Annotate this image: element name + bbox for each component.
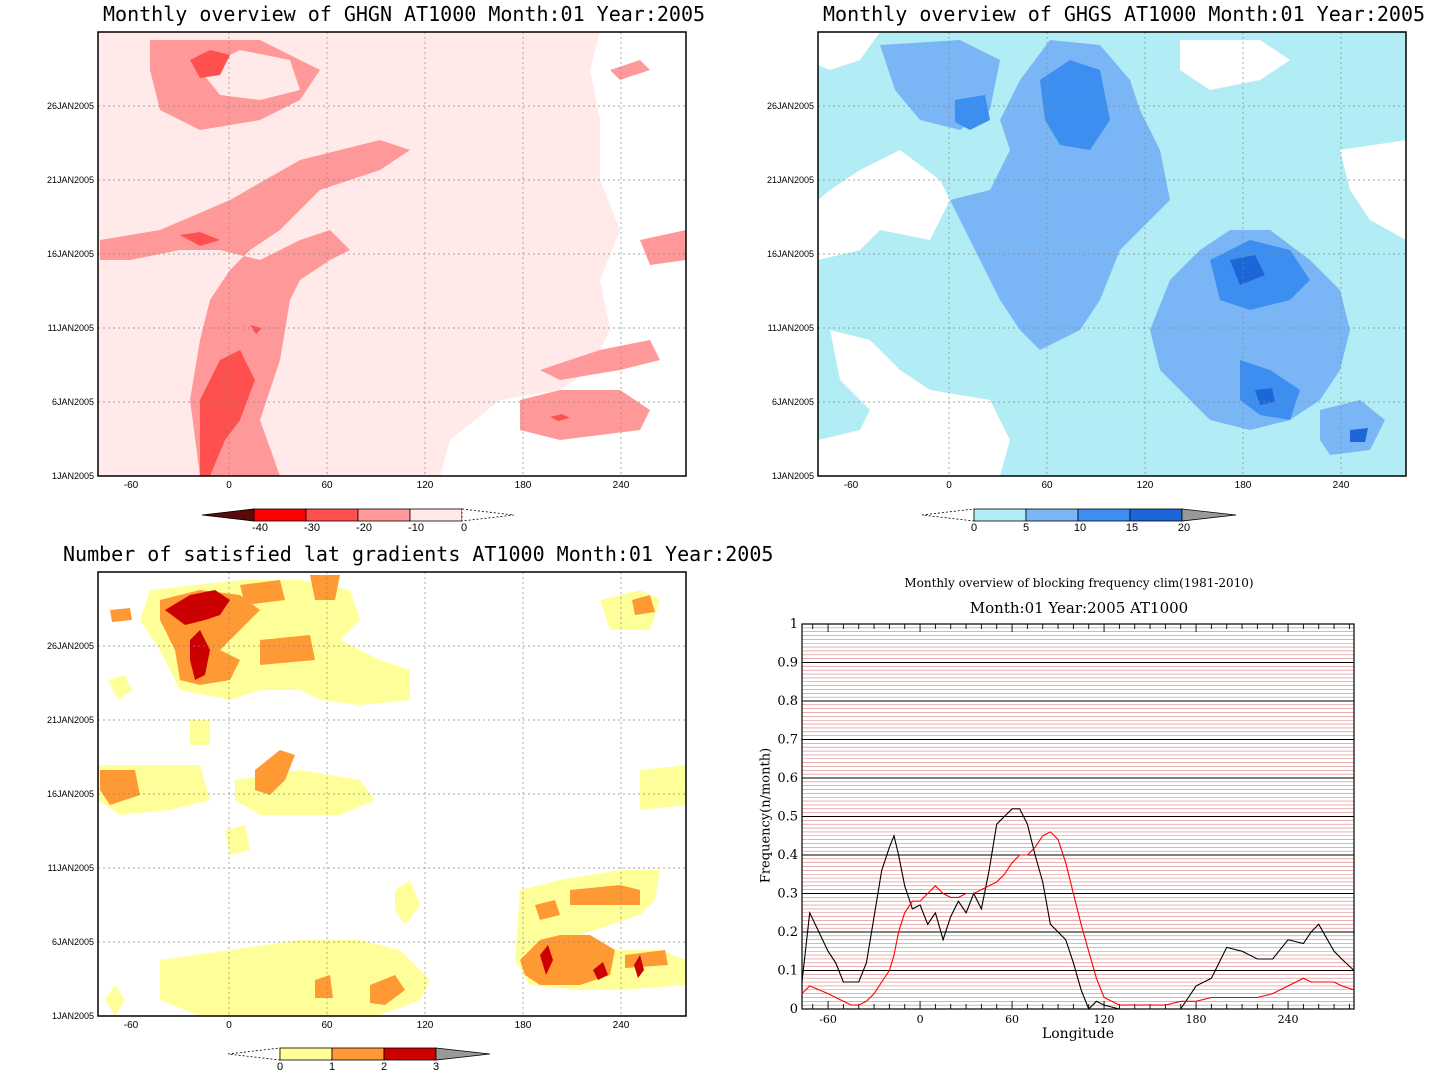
gradients-xtick-60: 60: [321, 1020, 333, 1031]
ghgs-ytick-16jan: 16JAN2005: [766, 249, 814, 259]
x-tick-label: -60: [819, 1013, 837, 1026]
ghgn-frame: [97, 31, 687, 477]
ghgn-xtick-m60: -60: [123, 480, 139, 491]
ghgs-cb-label-20: 20: [1177, 522, 1191, 534]
ghgn-cb-label-0: 0: [460, 522, 468, 534]
y-tick-label: 0.9: [777, 656, 798, 671]
ghgs-title: Monthly overview of GHGS AT1000 Month:01…: [823, 2, 1426, 26]
x-tick-label: 180: [1186, 1013, 1207, 1026]
ghgn-ytick-11jan: 11JAN2005: [47, 323, 94, 333]
y-tick-label: 0.2: [777, 925, 798, 940]
ghgs-ytick-21jan: 21JAN2005: [766, 175, 814, 185]
ghgn-ytick-26jan: 26JAN2005: [46, 101, 94, 111]
ghgn-cb-label-m30: -30: [304, 522, 320, 534]
ghgs-ytick-1jan: 1JAN2005: [771, 471, 814, 481]
ghgs-xtick-0: 0: [946, 480, 952, 491]
ghgn-xtick-60: 60: [321, 480, 333, 491]
gradients-ytick-6jan: 6JAN2005: [51, 937, 94, 947]
y-tick-label: 0.3: [777, 887, 798, 902]
gradients-xtick-0: 0: [226, 1020, 232, 1031]
ghgs-colorbar: [921, 508, 1237, 522]
ghgn-title: Monthly overview of GHGN AT1000 Month:01…: [103, 2, 706, 26]
ghgs-ytick-6jan: 6JAN2005: [771, 397, 814, 407]
gradients-cb-label-2: 2: [380, 1061, 388, 1073]
gradients-xtick-m60: -60: [123, 1020, 139, 1031]
ghgs-ytick-26jan: 26JAN2005: [766, 101, 814, 111]
gradients-ytick-11jan: 11JAN2005: [47, 863, 94, 873]
ghgs-frame: [817, 31, 1407, 477]
ghgn-ytick-16jan: 16JAN2005: [46, 249, 94, 259]
ghgn-xtick-240: 240: [612, 480, 630, 491]
ghgn-ytick-1jan: 1JAN2005: [51, 471, 94, 481]
gradients-ytick-16jan: 16JAN2005: [46, 789, 94, 799]
gradients-cb-label-0: 0: [276, 1061, 284, 1073]
series-line-black: [801, 808, 1355, 1010]
y-tick-label: 0: [790, 1002, 798, 1017]
y-tick-label: 0.5: [777, 810, 798, 825]
chart-title: Monthly overview of blocking frequency c…: [904, 576, 1254, 590]
gradients-frame: [97, 571, 687, 1017]
y-tick-label: 0.7: [777, 733, 798, 748]
x-tick-label: 120: [1094, 1013, 1115, 1026]
y-tick-label: 0.8: [777, 694, 798, 709]
x-tick-label: 60: [1005, 1013, 1019, 1026]
ghgn-xtick-180: 180: [514, 480, 532, 491]
ghgs-cb-label-10: 10: [1073, 522, 1087, 534]
x-tick-label: 0: [917, 1013, 924, 1026]
ghgs-cb-label-15: 15: [1125, 522, 1139, 534]
ghgs-xtick-60: 60: [1041, 480, 1053, 491]
gradients-grid: [98, 572, 686, 1016]
ghgn-ytick-21jan: 21JAN2005: [46, 175, 94, 185]
x-tick-label: 240: [1278, 1013, 1299, 1026]
chart-xlabel: Longitude: [1041, 1026, 1115, 1042]
chart-frame: [801, 623, 1355, 1010]
series-line-red: [801, 831, 1355, 1006]
y-tick-label: 0.6: [777, 771, 798, 786]
ghgn-colorbar: [201, 508, 515, 522]
ghgs-xtick-240: 240: [1332, 480, 1350, 491]
gradients-cb-label-3: 3: [432, 1061, 440, 1073]
y-tick-label: 1: [790, 617, 798, 632]
chart-ylabel: Frequency(n/month): [758, 747, 774, 884]
gradients-ytick-21jan: 21JAN2005: [46, 715, 94, 725]
ghgs-xtick-m60: -60: [843, 480, 859, 491]
ghgs-ytick-11jan: 11JAN2005: [767, 323, 814, 333]
ghgn-cb-label-m40: -40: [252, 522, 268, 534]
gradients-cb-label-1: 1: [328, 1061, 336, 1073]
y-tick-label: 0.4: [777, 848, 798, 863]
gradients-xtick-180: 180: [514, 1020, 532, 1031]
gradients-xtick-120: 120: [416, 1020, 434, 1031]
ghgs-grid: [818, 32, 1406, 476]
ghgs-cb-label-0: 0: [970, 522, 978, 534]
ghgn-cb-label-m20: -20: [356, 522, 372, 534]
ghgn-xtick-0: 0: [226, 480, 232, 491]
ghgs-cb-label-5: 5: [1022, 522, 1030, 534]
chart-subtitle: Month:01 Year:2005 AT1000: [969, 599, 1189, 617]
gradients-xtick-240: 240: [612, 1020, 630, 1031]
gradients-title: Number of satisfied lat gradients AT1000…: [63, 542, 774, 566]
ghgn-grid: [98, 32, 686, 476]
y-tick-label: 0.1: [777, 964, 798, 979]
ghgs-xtick-180: 180: [1234, 480, 1252, 491]
gradients-ytick-26jan: 26JAN2005: [46, 641, 94, 651]
ghgn-xtick-120: 120: [416, 480, 434, 491]
ghgn-ytick-6jan: 6JAN2005: [51, 397, 94, 407]
ghgs-xtick-120: 120: [1136, 480, 1154, 491]
gradients-ytick-1jan: 1JAN2005: [51, 1011, 94, 1021]
ghgn-cb-label-m10: -10: [408, 522, 424, 534]
gradients-colorbar: [227, 1047, 491, 1061]
